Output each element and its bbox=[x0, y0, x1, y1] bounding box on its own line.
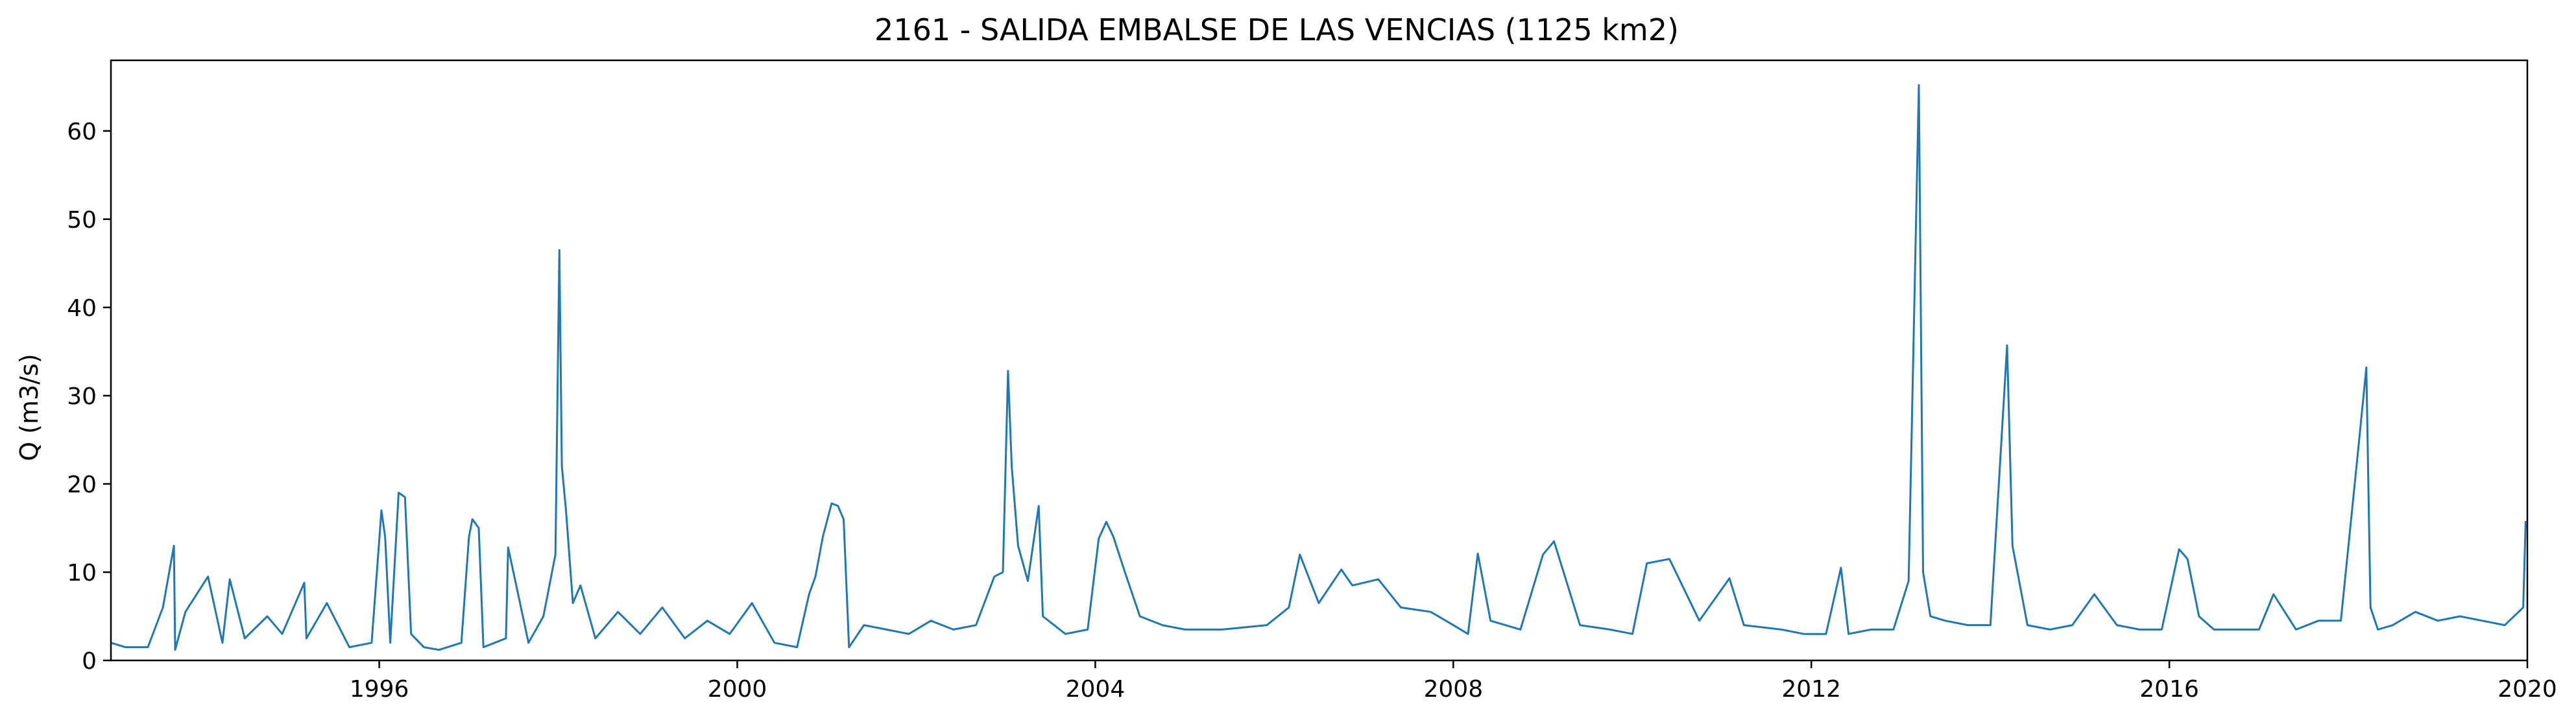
y-tick-label: 30 bbox=[67, 383, 97, 410]
y-tick-label: 60 bbox=[67, 119, 97, 145]
y-tick-label: 10 bbox=[67, 560, 97, 586]
axis-layer: 0 10 20 30 40 50 60 1996 2000 2004 2008 2012 2016 202… bbox=[67, 119, 2557, 703]
plot-area-frame bbox=[110, 59, 2529, 662]
series-line-0 bbox=[110, 84, 2527, 651]
chart-title: 2161 - SALIDA EMBALSE DE LAS VENCIAS (11… bbox=[874, 12, 1679, 47]
x-tick-label: 2000 bbox=[708, 676, 767, 703]
y-tick-label: 0 bbox=[82, 648, 97, 675]
x-tick-label: 2008 bbox=[1424, 676, 1484, 703]
x-tick-label: 2012 bbox=[1781, 676, 1841, 703]
x-tick-label: 2020 bbox=[2498, 676, 2557, 703]
x-tick-label: 2004 bbox=[1066, 676, 1125, 703]
x-tick-label: 2016 bbox=[2139, 676, 2199, 703]
series-layer bbox=[110, 84, 2527, 651]
y-tick-label: 20 bbox=[67, 472, 97, 498]
y-axis-label: Q (m3/s) bbox=[15, 354, 43, 461]
x-tick-label: 1996 bbox=[350, 676, 409, 703]
y-tick-label: 50 bbox=[67, 207, 97, 234]
y-tick-label: 40 bbox=[67, 295, 97, 322]
